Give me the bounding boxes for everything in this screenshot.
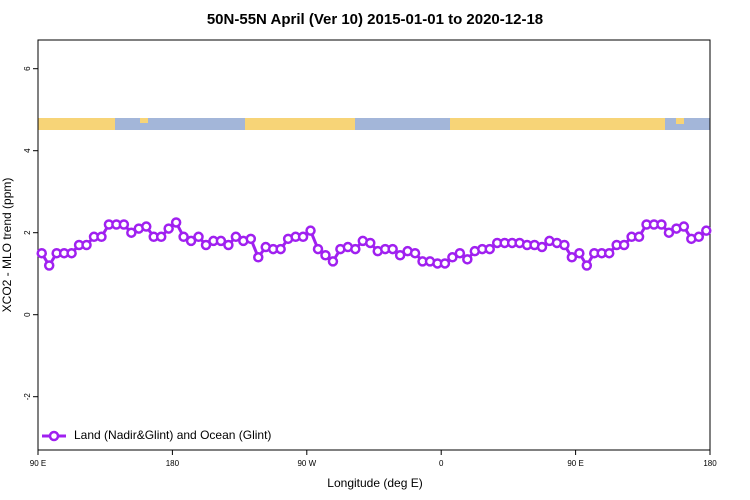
y-tick-label: -2 — [23, 393, 32, 401]
data-point — [126, 227, 137, 238]
data-point — [581, 260, 593, 271]
data-point — [701, 225, 712, 236]
x-tick-label: 0 — [439, 459, 444, 468]
data-point — [185, 235, 197, 247]
data-point — [193, 231, 204, 243]
data-point — [253, 252, 264, 263]
data-point — [603, 247, 615, 259]
data-point — [118, 219, 130, 230]
data-point — [81, 239, 92, 251]
data-point — [163, 223, 174, 234]
data-point — [447, 252, 458, 263]
data-point — [245, 233, 257, 245]
data-point — [320, 250, 331, 261]
data-point — [66, 247, 77, 259]
data-point — [230, 231, 242, 243]
data-point — [36, 247, 47, 259]
y-tick-label: 2 — [23, 230, 32, 235]
data-point — [96, 231, 107, 243]
chart-title: 50N-55N April (Ver 10) 2015-01-01 to 202… — [207, 11, 543, 28]
data-point — [275, 243, 286, 255]
data-point — [215, 235, 227, 247]
data-point — [462, 254, 473, 265]
data-point — [43, 260, 55, 271]
data-point — [536, 241, 548, 253]
x-tick-label: 180 — [166, 459, 180, 468]
legend-label: Land (Nadir&Glint) and Ocean (Glint) — [74, 428, 271, 442]
data-point — [618, 239, 630, 251]
data-point — [365, 237, 376, 249]
data-point — [656, 219, 667, 230]
plot-frame — [37, 39, 711, 451]
data-point — [387, 243, 398, 255]
data-point — [155, 231, 167, 243]
x-axis-label: Longitude (deg E) — [327, 476, 422, 490]
x-tick-label: 90 W — [297, 459, 316, 468]
data-point — [350, 243, 361, 255]
data-point — [678, 221, 690, 232]
legend-marker — [48, 430, 60, 442]
data-point — [312, 243, 324, 255]
data-point — [559, 239, 570, 251]
data-point — [693, 231, 705, 243]
land-ocean-strip — [38, 118, 710, 130]
data-point — [454, 247, 466, 259]
data-point — [170, 217, 182, 228]
data-point — [223, 239, 234, 251]
data-point — [297, 231, 309, 243]
x-tick-label: 90 E — [30, 459, 46, 468]
y-axis-label: XCO2 - MLO trend (ppm) — [0, 178, 14, 313]
y-tick-label: 6 — [23, 66, 32, 71]
x-tick-label: 180 — [703, 459, 717, 468]
data-point — [409, 247, 421, 259]
x-tick-label: 90 E — [567, 459, 583, 468]
data-point — [484, 243, 495, 255]
data-point — [141, 221, 152, 232]
data-point — [394, 250, 406, 261]
data-point — [633, 231, 645, 243]
data-point — [566, 252, 578, 263]
data-point — [327, 256, 339, 267]
data-point — [574, 247, 585, 259]
data-point — [200, 239, 212, 251]
data-point — [439, 258, 451, 269]
data-point — [178, 231, 189, 243]
y-tick-label: 4 — [23, 148, 32, 153]
data-point — [305, 225, 316, 236]
y-tick-label: 0 — [23, 312, 32, 317]
data-point — [663, 227, 675, 238]
